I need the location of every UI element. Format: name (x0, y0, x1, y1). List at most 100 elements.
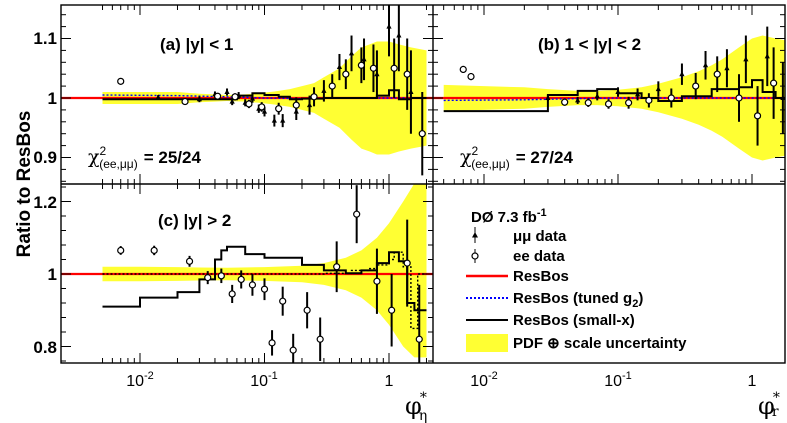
legend-label: ee data (513, 248, 565, 265)
legend-label: ResBos (tuned g2) (513, 290, 643, 310)
mm-data-point (261, 108, 268, 114)
mm-data-point (196, 96, 203, 102)
ee-data-point (279, 297, 287, 305)
y-tick-label: 0.9 (33, 148, 57, 167)
chi2-annotation-b: χ2 (ee,μμ) = 27/24 (460, 144, 573, 171)
ee-data-point (333, 263, 341, 271)
mm-data-point (249, 95, 256, 101)
uncertainty-band (102, 184, 427, 358)
mm-data-point (615, 89, 621, 95)
ee-data-point (403, 259, 411, 267)
mm-data-point (336, 64, 343, 70)
ee-data-point (770, 79, 778, 87)
mm-data-point (764, 53, 770, 59)
panel-label-c: (c) |y| > 2 (158, 211, 231, 230)
mm-data-point (408, 89, 414, 95)
ee-data-point (292, 101, 300, 109)
ee-data-point (204, 274, 212, 282)
ee-data-point (150, 246, 158, 255)
ee-data-point (310, 93, 318, 101)
mm-data-point (386, 23, 392, 29)
x-tick-label: 10-2 (470, 370, 498, 390)
legend-ee-marker (471, 252, 479, 260)
y-tick-label: 0.8 (33, 338, 57, 357)
mm-data-point (155, 94, 161, 100)
ee-data-point (604, 100, 613, 108)
ee-data-point (213, 92, 222, 100)
ee-data-point (561, 98, 569, 106)
ee-data-point (735, 94, 743, 102)
legend-title: DØ 7.3 fb-1 (471, 207, 547, 226)
mm-data-point (321, 87, 327, 93)
ee-data-point (117, 246, 125, 255)
y-axis-title: Ratio to ResBos (14, 111, 35, 258)
ee-data-point (303, 306, 311, 314)
legend-label: ResBos (small-x) (513, 312, 635, 329)
mm-data-point (679, 71, 685, 77)
ee-data-point (390, 64, 398, 72)
resbos-small-x-curve (102, 89, 427, 101)
mm-data-point (655, 86, 661, 92)
ee-data-point (373, 277, 381, 285)
ee-data-point (181, 97, 189, 106)
legend-label: μμ data (513, 228, 567, 245)
x-tick-label: 1 (748, 373, 757, 390)
ee-data-point (713, 70, 721, 78)
ee-data-point (357, 61, 365, 69)
ee-data-point (258, 103, 266, 111)
y-tick-label: 1.1 (33, 29, 57, 48)
ee-data-point (248, 281, 257, 289)
mm-data-point (743, 56, 749, 62)
mm-data-point (306, 102, 313, 108)
ee-data-point (388, 306, 396, 314)
ee-data-point (237, 275, 245, 284)
ee-data-point (289, 346, 297, 354)
ee-data-point (342, 70, 350, 78)
y-tick-label: 1.2 (33, 193, 57, 212)
ee-data-point (369, 64, 378, 72)
ee-data-point (231, 93, 239, 101)
ee-data-point (692, 82, 700, 90)
ee-data-point (328, 82, 336, 90)
mm-data-point (594, 93, 600, 99)
ee-data-point (185, 257, 194, 265)
mm-data-point (224, 89, 230, 95)
chi2-annotation-a: χ2 (ee,μμ) = 25/24 (88, 144, 201, 171)
panel-label-b: (b) 1 < |y| < 2 (538, 35, 641, 54)
mm-data-point (545, 95, 551, 100)
resbos-tuned-g2-curve (102, 94, 427, 100)
ee-data-point (353, 210, 361, 218)
y-tick-label: 1 (48, 89, 57, 108)
y-tick-label: 1 (48, 265, 57, 284)
ee-data-point (268, 339, 276, 347)
data-points (117, 5, 785, 363)
ee-data-point (625, 99, 633, 107)
mm-data-point (280, 117, 286, 123)
ee-data-point (667, 94, 675, 102)
x-tick-label: 10-1 (604, 370, 632, 390)
ee-data-point (467, 72, 475, 81)
resbos-tuned-g2-curve (443, 97, 785, 102)
mm-data-point (396, 32, 402, 38)
x-axis-title-right: φ* r (758, 390, 780, 420)
ee-data-point (217, 272, 225, 280)
legend-label: ResBos (513, 268, 569, 285)
ee-data-point (415, 335, 423, 343)
x-axis-title-left: φ* η (405, 390, 427, 423)
mm-data-point (575, 97, 581, 103)
legend: DØ 7.3 fb-1 μμ data ee data ResBos ResBo… (466, 207, 687, 352)
axis-ticks (61, 5, 785, 363)
ee-data-point (645, 96, 653, 104)
mm-data-point (634, 91, 641, 97)
ee-data-point (245, 100, 253, 108)
mm-data-point (724, 65, 730, 71)
uncertainty-bands (102, 35, 785, 358)
legend-band-swatch (466, 334, 508, 352)
ee-data-point (275, 105, 283, 113)
ee-data-point (584, 99, 592, 107)
ee-data-point (753, 112, 762, 120)
ee-data-point (403, 70, 411, 78)
ee-data-point (260, 285, 269, 293)
mm-data-point (374, 71, 380, 77)
